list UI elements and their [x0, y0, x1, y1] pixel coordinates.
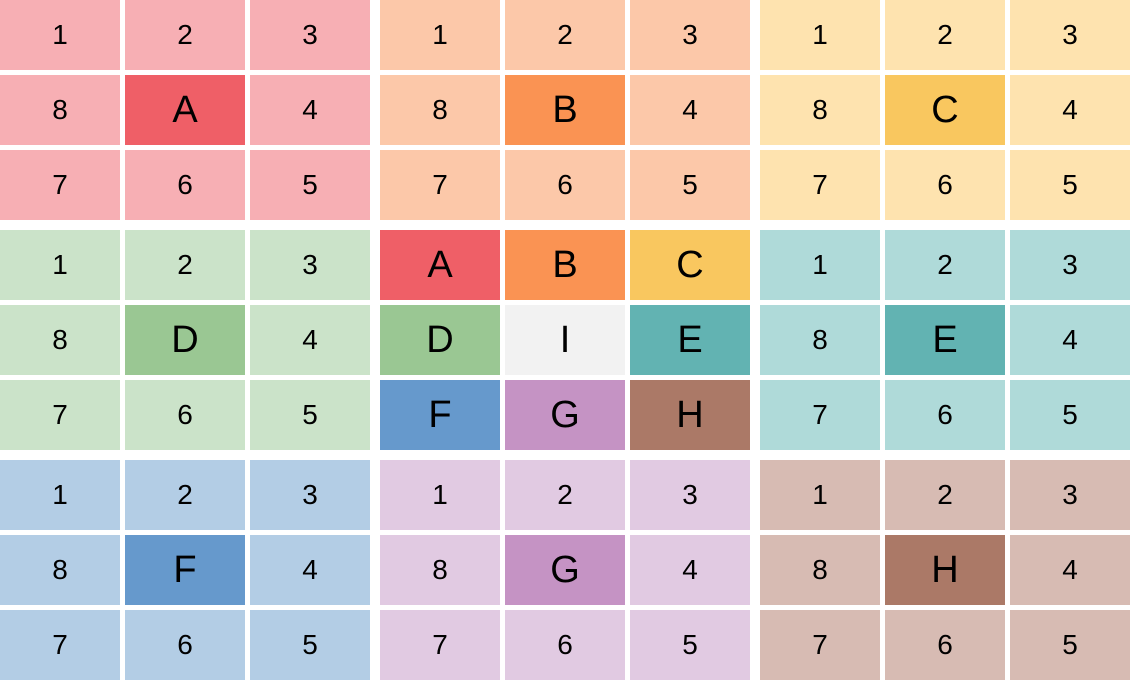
cell: 8 [760, 305, 880, 375]
cell: B [505, 230, 625, 300]
cell: 5 [250, 150, 370, 220]
cell: G [505, 380, 625, 450]
cell: 7 [760, 610, 880, 680]
cell: 7 [760, 150, 880, 220]
cell: 7 [760, 380, 880, 450]
center-cell: H [885, 535, 1005, 605]
cell: 2 [505, 460, 625, 530]
cell: 5 [250, 610, 370, 680]
cell: 4 [630, 535, 750, 605]
cell: 6 [885, 150, 1005, 220]
cell: 7 [380, 610, 500, 680]
cell: E [630, 305, 750, 375]
center-cell: A [125, 75, 245, 145]
cell: 4 [1010, 535, 1130, 605]
cell: 3 [1010, 0, 1130, 70]
cell: D [380, 305, 500, 375]
cell: 2 [125, 0, 245, 70]
cell: 6 [125, 150, 245, 220]
cell: 3 [250, 0, 370, 70]
cell: 5 [1010, 610, 1130, 680]
center-cell: F [125, 535, 245, 605]
cell: 1 [760, 460, 880, 530]
cell: 5 [630, 610, 750, 680]
cell: 1 [380, 0, 500, 70]
cell: 8 [380, 75, 500, 145]
cell: 5 [1010, 380, 1130, 450]
cell: 7 [0, 610, 120, 680]
cell: 3 [250, 460, 370, 530]
cell: 1 [760, 230, 880, 300]
cell: 2 [885, 460, 1005, 530]
center-cell: C [885, 75, 1005, 145]
cell: 1 [760, 0, 880, 70]
cell: 6 [885, 380, 1005, 450]
cell: 5 [250, 380, 370, 450]
cell: 4 [250, 75, 370, 145]
cell: 2 [505, 0, 625, 70]
cell: 2 [125, 230, 245, 300]
cell: 7 [0, 150, 120, 220]
cell: H [630, 380, 750, 450]
cell: 8 [0, 535, 120, 605]
cell: 6 [885, 610, 1005, 680]
cell: 4 [1010, 305, 1130, 375]
cell: 4 [630, 75, 750, 145]
center-cell: G [505, 535, 625, 605]
cell: 8 [380, 535, 500, 605]
center-cell: I [505, 305, 625, 375]
center-cell: E [885, 305, 1005, 375]
cell: 4 [1010, 75, 1130, 145]
cell: F [380, 380, 500, 450]
cell: 8 [760, 75, 880, 145]
cell: 4 [250, 535, 370, 605]
cell: 1 [0, 0, 120, 70]
cell: 1 [380, 460, 500, 530]
cell: 7 [380, 150, 500, 220]
center-cell: B [505, 75, 625, 145]
cell: 3 [1010, 460, 1130, 530]
cell: 6 [505, 610, 625, 680]
cell: 7 [0, 380, 120, 450]
cell: 3 [630, 0, 750, 70]
cell: 8 [0, 305, 120, 375]
cell: C [630, 230, 750, 300]
cell: 3 [630, 460, 750, 530]
cell: 6 [125, 610, 245, 680]
cell: 3 [1010, 230, 1130, 300]
cell: 6 [505, 150, 625, 220]
cell: 5 [630, 150, 750, 220]
cell: 1 [0, 460, 120, 530]
center-cell: D [125, 305, 245, 375]
cell: 1 [0, 230, 120, 300]
cell: 2 [885, 230, 1005, 300]
cell: A [380, 230, 500, 300]
cell: 8 [760, 535, 880, 605]
cell: 3 [250, 230, 370, 300]
cell: 8 [0, 75, 120, 145]
cell: 5 [1010, 150, 1130, 220]
cell: 4 [250, 305, 370, 375]
cell: 2 [125, 460, 245, 530]
cell: 6 [125, 380, 245, 450]
cell: 2 [885, 0, 1005, 70]
